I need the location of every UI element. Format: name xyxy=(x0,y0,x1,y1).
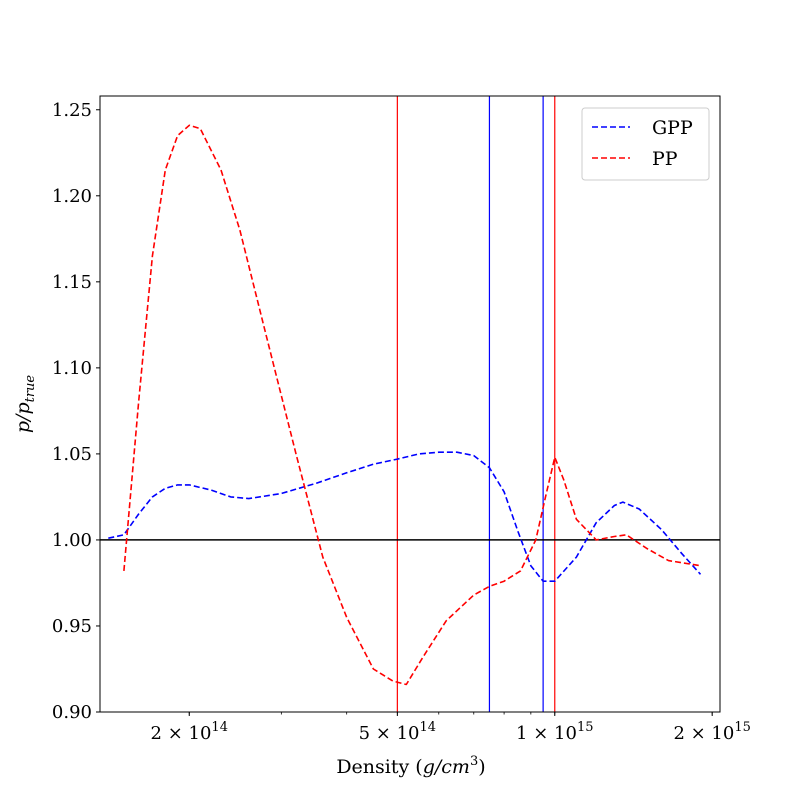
legend-label-pp: PP xyxy=(652,148,678,170)
legend-box xyxy=(581,107,710,181)
x-tick-label: 5 × 1014 xyxy=(359,720,436,744)
y-tick-label: 0.90 xyxy=(52,702,92,723)
y-tick-label: 1.15 xyxy=(52,272,92,293)
x-tick-label: 2 × 1015 xyxy=(673,720,750,744)
y-tick-label: 0.95 xyxy=(52,616,92,637)
legend: GPP PP xyxy=(581,107,710,181)
y-tick-label: 1.10 xyxy=(52,358,92,379)
y-tick-label: 1.25 xyxy=(52,100,92,121)
y-tick-label: 1.20 xyxy=(52,186,92,207)
y-tick-label: 1.00 xyxy=(52,530,92,551)
axes: 0.90 0.95 1.00 1.05 1.10 1.15 1.20 1.25 2 × 1014… xyxy=(52,95,751,744)
plot-area xyxy=(100,96,720,712)
plot-frame xyxy=(99,95,721,713)
x-axis-label: Density (g/cm3) xyxy=(336,754,485,778)
legend-label-gpp: GPP xyxy=(652,117,693,139)
series-line-pp xyxy=(123,124,701,686)
y-axis-label: p/ptrue xyxy=(12,375,38,434)
plot-content xyxy=(100,96,720,712)
series-line-gpp xyxy=(108,451,702,582)
x-tick-label: 1 × 1015 xyxy=(516,720,593,744)
y-tick-label: 1.05 xyxy=(52,444,92,465)
x-tick-label: 2 × 1014 xyxy=(151,720,228,744)
